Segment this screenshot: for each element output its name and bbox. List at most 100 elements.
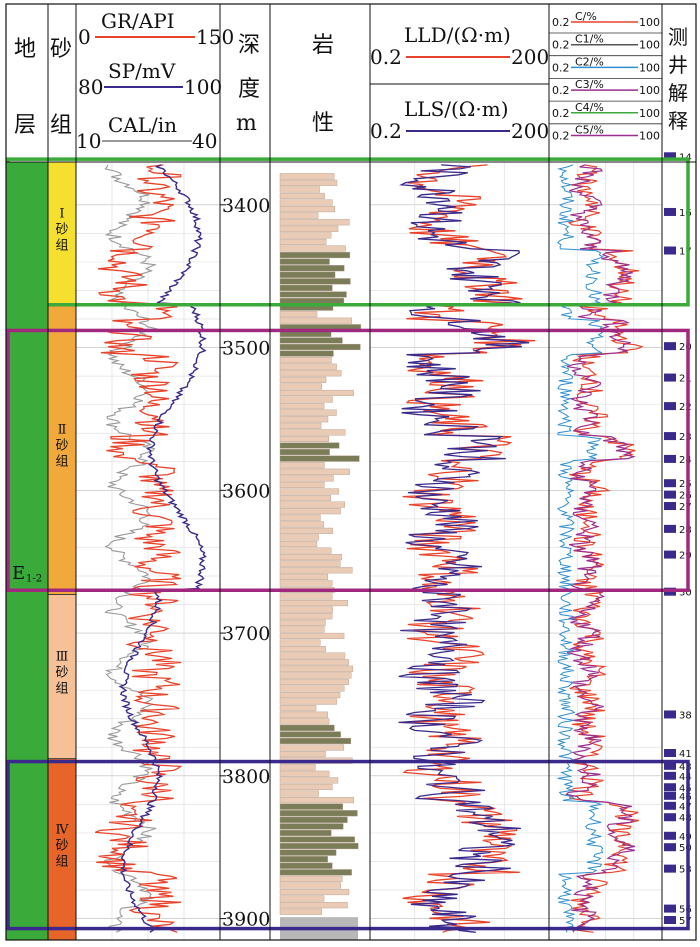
interp-layer-label: 45 <box>679 783 692 794</box>
lithology-bed <box>279 396 333 403</box>
sand-group-label: 砂 <box>55 439 68 454</box>
lithology-bed <box>279 179 338 186</box>
lithology-bed <box>279 173 335 180</box>
cal-min-label: 10 <box>76 129 101 153</box>
lithology-bed <box>279 718 330 725</box>
lithology-bed <box>279 698 337 705</box>
lithology-bed <box>279 685 345 692</box>
lithology-bed <box>279 737 352 745</box>
conc-min-label: 0.2 <box>552 39 570 52</box>
lithology-bed <box>279 389 354 397</box>
lls-max-label: 200 <box>511 119 549 143</box>
lithology-bed <box>279 350 334 357</box>
lithology-bed <box>279 724 335 731</box>
interp-layer-label: 29 <box>679 551 692 562</box>
lithology-bed <box>279 212 319 219</box>
lithology-bed <box>279 797 354 804</box>
lithology-bed <box>279 639 321 646</box>
lithology-bed <box>279 455 360 462</box>
sp-title: SP/mV <box>108 59 176 83</box>
interp-layer-mark <box>664 342 676 351</box>
lithology-bed <box>279 343 361 351</box>
lithology-bed <box>279 501 345 508</box>
lithology-bed <box>279 646 326 653</box>
lithology-bed <box>279 895 325 902</box>
table-frame <box>5 3 697 941</box>
conc-max-label: 100 <box>639 130 660 143</box>
conc-title: C5/% <box>575 124 604 137</box>
lithology-bed <box>279 357 332 364</box>
sand-group-box <box>6 328 690 593</box>
lithology-bed <box>279 862 333 869</box>
lithology-bed <box>279 232 332 239</box>
interp-layer-label: 22 <box>679 402 692 413</box>
header-interp-1: 测 <box>668 25 688 49</box>
lld-min-label: 0.2 <box>370 45 402 69</box>
lithology-bed <box>279 744 345 751</box>
conc-min-label: 0.2 <box>552 84 570 97</box>
interp-layer-label: 23 <box>679 432 692 443</box>
lithology-bed <box>279 888 350 896</box>
sp-max-label: 100 <box>184 75 222 99</box>
interp-layer-label: 48 <box>679 813 692 824</box>
conc-max-label: 100 <box>639 16 660 29</box>
c5-curve <box>565 164 636 933</box>
sand-group-boxes <box>6 157 690 931</box>
lithology-bed <box>279 613 333 620</box>
lithology-bed <box>279 632 345 639</box>
sand-group-label: Ⅲ <box>56 650 69 665</box>
lithology-bed <box>279 573 328 580</box>
conc-min-label: 0.2 <box>552 61 570 74</box>
header-interp-3: 解 <box>668 81 688 105</box>
header-sandgroup-top: 砂 <box>50 37 72 62</box>
sand-group-label: Ⅰ <box>59 206 64 221</box>
conc-max-label: 100 <box>639 107 660 120</box>
interp-layer-label: 26 <box>679 491 692 502</box>
interp-layer-label: 28 <box>679 525 692 536</box>
lithology-bed <box>279 462 325 469</box>
sand-group-cell <box>47 304 77 595</box>
gr-min-label: 0 <box>78 25 91 49</box>
conc-min-label: 0.2 <box>552 107 570 120</box>
sand-group-box <box>6 157 690 307</box>
lithology-bed <box>279 278 351 285</box>
interp-layer-mark <box>664 831 676 840</box>
lithology-bed <box>279 875 343 882</box>
interp-layer-label: 57 <box>679 916 692 927</box>
interp-layer-mark <box>664 432 676 441</box>
depth-tick-label: 3400 <box>222 195 270 217</box>
conc-title: C2/% <box>575 55 604 68</box>
lithology-bed <box>279 403 325 410</box>
interp-layer-label: 21 <box>679 374 692 385</box>
interp-layer-mark <box>664 904 676 913</box>
interp-layer-mark <box>664 550 676 559</box>
interp-layer-label: 38 <box>679 710 692 721</box>
lithology-bed <box>279 311 318 318</box>
sand-group-label: 组 <box>55 455 68 470</box>
lithology-bed <box>279 829 332 836</box>
conc-max-label: 100 <box>639 84 660 97</box>
lithology-bed <box>279 665 354 672</box>
lithology-bed <box>279 219 350 226</box>
log-tracks: E 1-2Ⅰ砂组Ⅱ砂组Ⅲ砂组Ⅳ砂组340035003600370038003900… <box>6 152 692 941</box>
lithology-bed <box>279 764 316 771</box>
lithology-bed <box>279 429 346 436</box>
lithology-bed <box>279 527 333 534</box>
sand-group-cell <box>47 594 77 760</box>
header-depth-b: 度 <box>238 77 260 102</box>
c2-curve <box>556 164 605 933</box>
gr-title: GR/API <box>101 9 175 33</box>
lithology-bed <box>279 600 348 607</box>
sand-group-label: 砂 <box>55 838 68 853</box>
lithology-bed <box>279 291 347 298</box>
lithology-bed <box>279 442 340 449</box>
header-stratum-bottom: 层 <box>14 113 36 138</box>
lithology-bed <box>279 435 330 442</box>
header-stratum-top: 地 <box>14 37 36 62</box>
lithology-bed <box>279 449 330 456</box>
interp-layer-mark <box>664 748 676 757</box>
interp-layer-label: 24 <box>679 455 692 466</box>
lithology-bed <box>279 534 319 541</box>
conc-title: C1/% <box>575 33 604 46</box>
